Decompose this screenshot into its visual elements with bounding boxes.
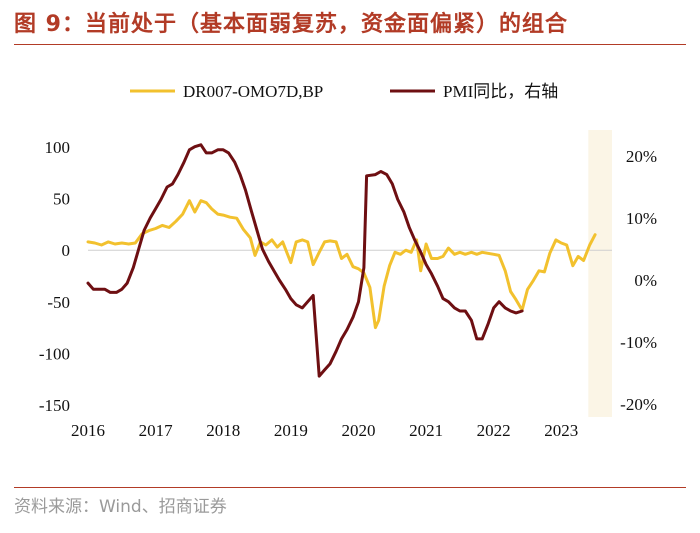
legend-dr007-label: DR007-OMO7D,BP [183,82,323,101]
right-tick-label: 10% [626,209,657,228]
pmi-series-line [86,143,524,378]
x-tick-label: 2016 [71,421,105,440]
left-tick-label: -150 [39,396,70,415]
title-divider [14,44,686,45]
right-tick-label: 20% [626,147,657,166]
right-tick-label: -10% [620,333,657,352]
left-tick-label: 100 [45,138,71,157]
left-tick-label: 0 [62,241,71,260]
x-tick-label: 2017 [139,421,174,440]
left-tick-label: -50 [47,293,70,312]
right-tick-label: -20% [620,395,657,414]
legend-pmi-label: PMI同比，右轴 [443,82,558,101]
x-tick-label: 2023 [544,421,578,440]
shaded-period [588,130,612,417]
x-tick-label: 2018 [206,421,240,440]
x-tick-label: 2021 [409,421,443,440]
chart-svg: 100 50 0 -50 -100 -150 20% 10% 0% -10% -20% 2016 201… [39,82,657,440]
left-tick-label: 50 [53,190,70,209]
source-note: 资料来源：Wind、招商证券 [14,497,227,517]
footer-divider [14,487,686,488]
x-tick-label: 2020 [341,421,375,440]
dr007-series-line [86,199,597,330]
chart-title: 图 9：当前处于（基本面弱复苏，资金面偏紧）的组合 [14,12,568,37]
right-tick-label: 0% [634,271,657,290]
x-tick-label: 2022 [477,421,511,440]
x-tick-label: 2019 [274,421,308,440]
left-tick-label: -100 [39,344,70,363]
